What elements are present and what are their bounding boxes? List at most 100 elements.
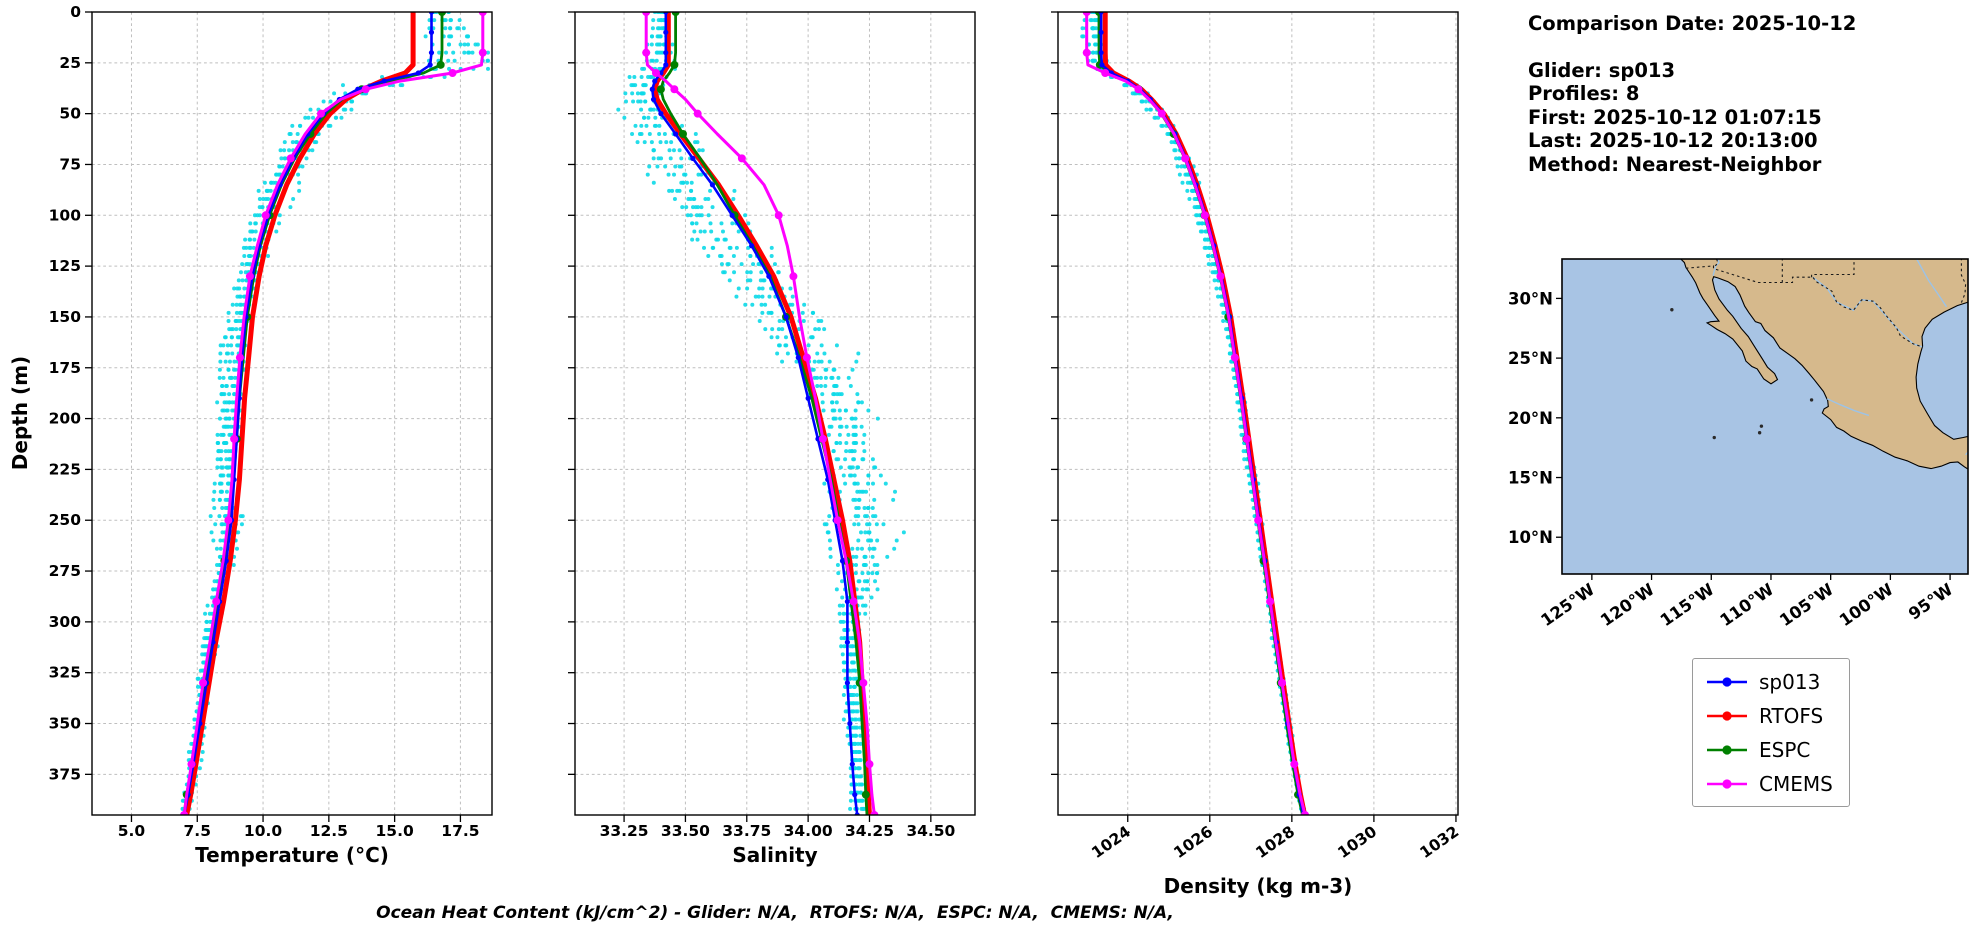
svg-text:1028: 1028 <box>1252 823 1298 862</box>
x-axis-title: Density (kg m-3) <box>1164 874 1353 898</box>
cmems-profile-line <box>642 12 879 815</box>
svg-text:1032: 1032 <box>1417 823 1463 862</box>
cmems-profile-line <box>180 12 487 815</box>
rtofs-profile-line <box>184 12 416 815</box>
espc-profile-line <box>656 12 870 815</box>
svg-text:150: 150 <box>49 308 82 326</box>
espc-line-icon <box>1707 744 1747 755</box>
svg-text:200: 200 <box>49 410 82 428</box>
svg-text:50: 50 <box>59 105 81 123</box>
cmems-profile-line <box>1082 12 1309 815</box>
island-dot <box>1759 424 1764 428</box>
temperature-panel: 5.0 7.5 10.0 12.5 15.0 17.5 0 25 50 75 100 125 150 17… <box>49 3 493 867</box>
comparison-date-text: Comparison Date: 2025-10-12 <box>1528 12 1857 35</box>
river-line <box>1826 398 1870 417</box>
lon-tick-label: 95°W <box>1905 580 1956 624</box>
svg-text:325: 325 <box>49 664 81 682</box>
glider-scatter-points <box>180 12 490 811</box>
svg-text:34.25: 34.25 <box>845 822 894 840</box>
cmems-line-icon <box>1707 778 1747 789</box>
lon-tick-label: 120°W <box>1597 580 1658 630</box>
legend-label: CMEMS <box>1759 771 1833 796</box>
svg-text:375: 375 <box>49 765 81 783</box>
ocean-heat-content-note: Ocean Heat Content (kJ/cm^2) - Glider: N… <box>376 903 1174 923</box>
legend-label: ESPC <box>1759 737 1811 762</box>
lat-tick-label: 15°N <box>1508 469 1553 488</box>
x-axis-title: Temperature (°C) <box>195 843 389 867</box>
legend-item: ESPC <box>1705 736 1833 763</box>
island-dot <box>1670 308 1674 312</box>
svg-text:15.0: 15.0 <box>376 822 414 840</box>
svg-text:225: 225 <box>49 460 81 478</box>
lon-tick-label: 110°W <box>1716 580 1777 630</box>
svg-text:17.5: 17.5 <box>441 822 479 840</box>
lon-tick-label: 115°W <box>1657 580 1718 630</box>
svg-text:275: 275 <box>49 562 81 580</box>
x-axis-title: Salinity <box>732 843 817 867</box>
glider-scatter-points <box>1080 12 1307 811</box>
svg-text:350: 350 <box>49 715 82 733</box>
espc-profile-line <box>1095 12 1304 815</box>
sp013-line-icon <box>1707 676 1747 687</box>
land-area <box>1680 259 1968 470</box>
svg-text:5.0: 5.0 <box>118 822 146 840</box>
island-dot <box>1809 398 1814 402</box>
svg-text:300: 300 <box>49 613 82 631</box>
svg-text:12.5: 12.5 <box>310 822 348 840</box>
rtofs-profile-line <box>1102 12 1308 815</box>
svg-text:100: 100 <box>49 206 82 224</box>
sp013-profile-line <box>1098 12 1306 815</box>
island-dot <box>1757 431 1762 435</box>
svg-text:25: 25 <box>59 54 81 72</box>
svg-text:10.0: 10.0 <box>244 822 282 840</box>
legend-item: CMEMS <box>1705 770 1833 797</box>
island-dot <box>1712 435 1716 440</box>
lon-tick-label: 100°W <box>1836 580 1897 630</box>
svg-text:175: 175 <box>49 359 81 377</box>
river-line <box>1916 259 1948 308</box>
svg-text:1030: 1030 <box>1335 822 1381 862</box>
svg-text:7.5: 7.5 <box>184 822 211 840</box>
lon-tick-label: 105°W <box>1776 580 1837 630</box>
svg-text:33.75: 33.75 <box>722 822 771 840</box>
lat-tick-label: 30°N <box>1508 289 1553 308</box>
svg-text:1024: 1024 <box>1088 822 1134 862</box>
lat-tick-label: 20°N <box>1508 409 1553 428</box>
svg-text:1026: 1026 <box>1170 823 1216 862</box>
legend-item: RTOFS <box>1705 702 1833 729</box>
lat-tick-label: 25°N <box>1508 349 1553 368</box>
lat-tick-label: 10°N <box>1508 528 1553 547</box>
political-border <box>1685 265 1923 348</box>
legend-item: sp013 <box>1705 668 1833 695</box>
svg-text:125: 125 <box>49 257 81 275</box>
glider-scatter-points <box>616 12 906 811</box>
info-spacer <box>1528 36 1856 59</box>
legend: sp013 RTOFS ESPC CMEMS <box>1692 658 1850 807</box>
first-profile-time-text: First: 2025-10-12 01:07:15 <box>1528 105 1822 129</box>
rtofs-line-icon <box>1707 710 1747 721</box>
lon-tick-label: 125°W <box>1537 580 1598 630</box>
svg-text:75: 75 <box>59 155 81 173</box>
legend-label: RTOFS <box>1759 703 1824 728</box>
svg-text:0: 0 <box>70 3 81 21</box>
political-border <box>1811 259 1855 278</box>
location-map: 30°N 25°N 20°N 15°N 10°N 125°W120°W115°W110°W… <box>1508 258 1969 630</box>
svg-text:34.00: 34.00 <box>784 822 833 840</box>
last-profile-time-text: Last: 2025-10-12 20:13:00 <box>1528 129 1818 152</box>
map-frame <box>1561 258 1969 575</box>
legend-label: sp013 <box>1759 669 1821 694</box>
svg-text:33.25: 33.25 <box>600 822 649 840</box>
svg-text:250: 250 <box>49 511 82 529</box>
gulf-of-mexico <box>1915 301 1968 440</box>
political-border <box>1960 259 1967 303</box>
svg-text:34.50: 34.50 <box>906 822 955 840</box>
political-border <box>1713 259 1719 267</box>
density-panel: 1024 1026 1028 1030 1032 Density (kg m-3) <box>1051 11 1463 898</box>
rtofs-profile-line <box>652 12 872 815</box>
salinity-panel: 33.25 33.50 33.75 34.00 34.25 34.50 Salinity <box>568 11 976 867</box>
comparison-info-block: Comparison Date: 2025-10-12 Glider: sp01… <box>1528 12 1856 176</box>
glider-name-text: Glider: sp013 <box>1528 58 1676 82</box>
profiles-count-text: Profiles: 8 <box>1528 82 1640 105</box>
